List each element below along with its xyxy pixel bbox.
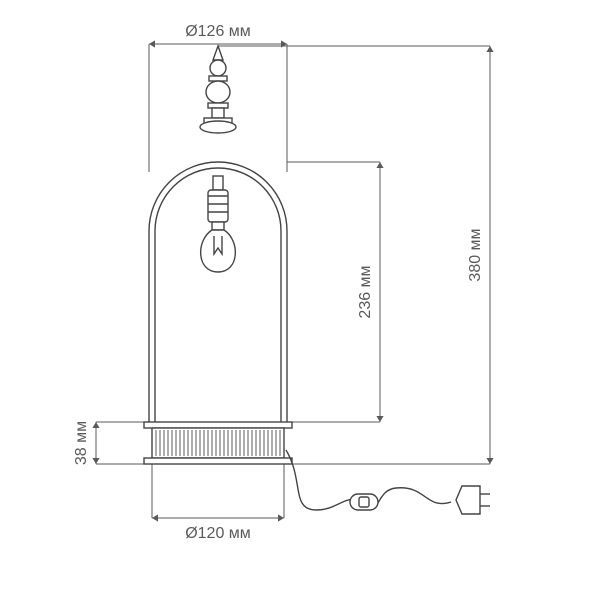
- lamp-base: [144, 422, 292, 464]
- base-height-label: 38 мм: [73, 421, 90, 465]
- inner-height-label: 236 мм: [357, 265, 374, 318]
- power-plug: [456, 486, 480, 514]
- finial: [200, 46, 236, 133]
- overall-height-label: 380 мм: [467, 228, 484, 281]
- bulb-assembly: [201, 176, 236, 272]
- dome-diameter-label: Ø126 мм: [185, 23, 251, 40]
- lamp-technical-drawing: Ø126 мм Ø120 мм 38 мм 236 мм 380 мм: [0, 0, 600, 600]
- base-diameter-label: Ø120 мм: [185, 525, 251, 542]
- lamp-drawing: [144, 46, 490, 514]
- power-cord: [286, 450, 490, 514]
